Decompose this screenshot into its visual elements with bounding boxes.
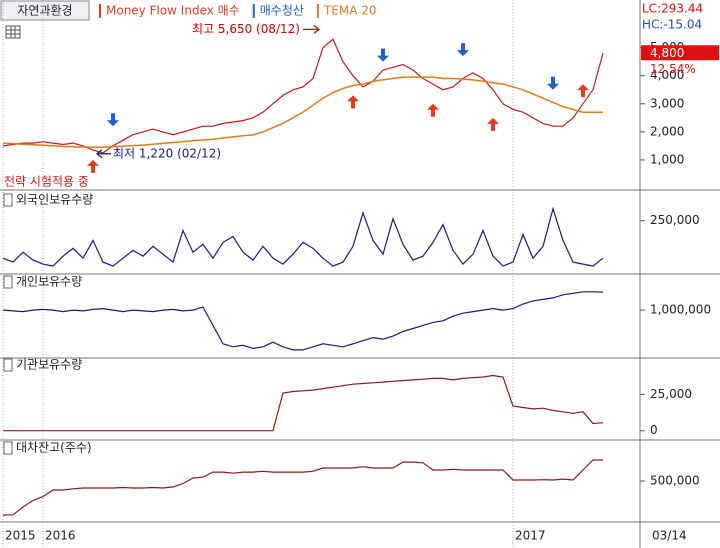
panel-title: 대차잔고(주수) [16, 441, 92, 455]
x-tick-label: 2017 [515, 529, 546, 543]
signal-arrow [457, 43, 469, 57]
change-label: 12.54% [650, 62, 696, 76]
signal-arrow [347, 95, 359, 109]
y-tick-label: 2,000 [650, 124, 684, 138]
annotation-text: 최저 1,220 (02/12) [113, 146, 221, 160]
panel-marker [3, 193, 13, 207]
title-box [0, 0, 90, 21]
indicator-label: HC:-15.04 [642, 18, 702, 32]
legend-label: Money Flow Index 매수 [106, 4, 240, 18]
signal-arrow [377, 48, 389, 62]
x-end-label: 03/14 [652, 529, 687, 543]
signal-arrow [547, 76, 559, 90]
panel-marker [3, 441, 13, 455]
panel-title: 개인보유수량 [16, 275, 82, 289]
annotation-arrow [303, 24, 321, 34]
y-tick-label: 25,000 [650, 387, 692, 401]
grid-icon [5, 25, 21, 39]
panel-title: 외국인보유수량 [16, 193, 93, 207]
annotation-text: 최고 5,650 (08/12) [192, 22, 300, 36]
signal-arrow [87, 159, 99, 173]
last-price-label: 4,800 [650, 46, 684, 60]
panel-marker [3, 358, 13, 372]
series-line [2, 206, 604, 267]
signal-arrow [577, 84, 589, 98]
y-tick-label: 3,000 [650, 96, 684, 110]
x-tick-label: 2016 [45, 529, 76, 543]
chart-title: 자연과환경 [17, 4, 72, 18]
annotation-arrow [95, 149, 111, 159]
last-price-box [641, 45, 719, 61]
signal-arrow [427, 103, 439, 117]
panel-title: 기관보유수량 [16, 358, 82, 372]
series-line [2, 459, 603, 516]
series-line [2, 38, 604, 154]
series-line [2, 76, 603, 149]
y-tick-label: 1,000,000 [650, 303, 711, 317]
y-tick-label: 4,000 [650, 68, 684, 82]
signal-arrow [107, 113, 119, 127]
y-tick-label: 1,000 [650, 152, 684, 166]
series-line [3, 374, 604, 432]
y-tick-label: 0 [650, 423, 658, 437]
legend-label: 매수청산 [260, 4, 304, 18]
panel-marker [3, 275, 13, 289]
x-tick-label: 2015 [5, 529, 36, 543]
indicator-label: LC:293.44 [642, 2, 703, 16]
y-tick-label: 250,000 [650, 213, 700, 227]
status-text: 전략 시험적용 중 [4, 175, 89, 189]
signal-arrow [487, 117, 499, 131]
series-line [2, 291, 604, 351]
legend-label: TEMA 20 [323, 4, 377, 18]
y-tick-label: 500,000 [650, 474, 700, 488]
